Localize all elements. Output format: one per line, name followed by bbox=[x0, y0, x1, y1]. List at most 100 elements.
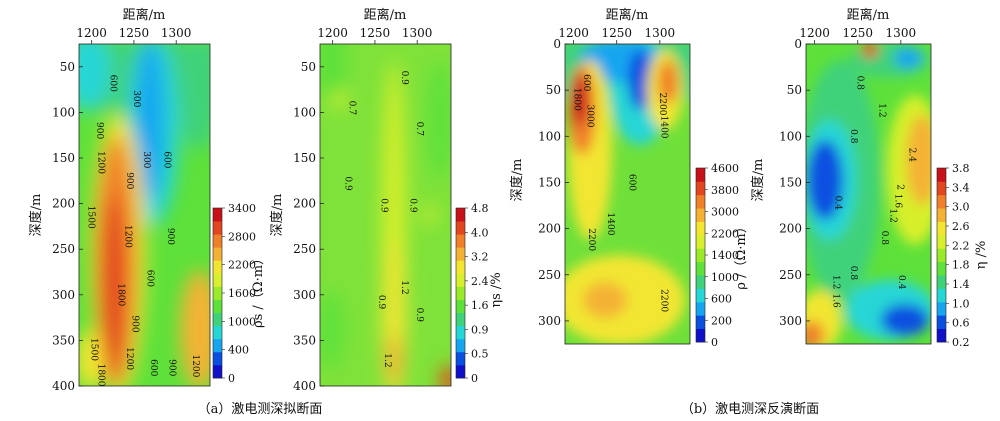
contour-label: 900 bbox=[129, 315, 139, 332]
contour-label: 1200 bbox=[190, 354, 200, 377]
colorbar-segment bbox=[456, 299, 465, 314]
contour-label: 600 bbox=[627, 174, 637, 191]
colorbar-tick-label: 1.0 bbox=[952, 297, 970, 310]
contour-labels: 0.81.20.82.421.61.20.40.80.80.41.21.6 bbox=[831, 76, 917, 308]
x-tick-label: 1250 bbox=[119, 26, 150, 40]
colorbar-tick-label: 0 bbox=[228, 372, 235, 385]
colorbar-tick-label: 2.2 bbox=[952, 239, 970, 252]
colorbar-segment bbox=[696, 248, 705, 263]
contour-label: 3000 bbox=[584, 105, 594, 128]
contour-label: 0.9 bbox=[342, 176, 352, 191]
y-axis-label: 深度/m bbox=[750, 159, 766, 202]
low-top-core bbox=[894, 48, 922, 68]
contour-label: 900 bbox=[124, 172, 134, 189]
contour-label: 0.8 bbox=[855, 76, 865, 91]
contour-label: 1200 bbox=[95, 151, 105, 174]
y-axis-label: 深度/m bbox=[269, 194, 285, 237]
colorbar-label: ρ /（Ω·m） bbox=[734, 220, 749, 289]
colorbar-tick-label: 2800 bbox=[228, 230, 256, 243]
frame bbox=[564, 43, 691, 345]
high-lower-right bbox=[180, 270, 210, 386]
contour-label: 900 bbox=[94, 122, 104, 139]
contour-label: 1.2 bbox=[831, 275, 841, 289]
x-axis-label: 距离/m bbox=[123, 7, 166, 23]
contour-label: 2200 bbox=[586, 228, 596, 251]
panel-a-eta: 0.90.70.70.90.9 0.91.20.90.91.2 1200 1250 1… bbox=[269, 7, 504, 393]
colorbar-tick-label: 3.4 bbox=[952, 181, 970, 194]
colorbar-segment bbox=[213, 286, 222, 300]
colorbar-tick-label: 0 bbox=[711, 336, 718, 349]
colorbar-segment bbox=[213, 364, 222, 379]
colorbar-tick-label: 4600 bbox=[711, 162, 739, 175]
heatmap-b-rho bbox=[565, 44, 690, 344]
high-belt-core bbox=[386, 336, 402, 384]
colorbar-segment bbox=[213, 247, 222, 261]
colorbar-tick-label: 0.2 bbox=[952, 336, 970, 349]
colorbar: 0 0.5 0.9 1.6 2.4 3.2 4.0 4.8 bbox=[455, 202, 489, 385]
colorbar-tick-label: 3800 bbox=[711, 184, 739, 197]
colorbar-segment bbox=[456, 338, 465, 353]
colorbar-segment bbox=[213, 338, 222, 353]
contour-label: 600 bbox=[107, 75, 117, 92]
colorbar-segment bbox=[696, 221, 705, 236]
spot-1 bbox=[332, 92, 348, 108]
colorbar-segment bbox=[696, 234, 705, 249]
colorbar-segment bbox=[696, 328, 705, 343]
colorbar-segment bbox=[696, 168, 705, 182]
y-tick-label: 200 bbox=[779, 222, 802, 236]
y-tick-label: 150 bbox=[293, 151, 316, 165]
colorbar-segment bbox=[456, 351, 465, 366]
y-tick-label: 200 bbox=[538, 222, 561, 236]
contour-label: 1400 bbox=[605, 213, 615, 236]
colorbar-segment bbox=[213, 273, 222, 287]
y-ticks: 50 100 150 200 250 300 350 400 bbox=[52, 60, 83, 393]
colorbar-segment bbox=[937, 221, 946, 236]
colorbar-tick-label: 1.6 bbox=[471, 299, 489, 312]
high-right-core bbox=[906, 115, 931, 205]
contour-label: 600 bbox=[161, 151, 171, 168]
x-tick-label: 1200 bbox=[558, 26, 589, 40]
colorbar-tick-label: 2200 bbox=[228, 259, 256, 272]
panel-b-eta: 0.81.20.82.421.61.20.40.80.80.41.21.6 12… bbox=[750, 7, 989, 349]
colorbar-segment bbox=[213, 260, 222, 274]
contour-label: 1800 bbox=[116, 283, 126, 306]
contour-label: 0.9 bbox=[376, 295, 386, 310]
x-tick-label: 1250 bbox=[842, 26, 873, 40]
x-ticks: 1200 1250 1300 bbox=[558, 26, 675, 44]
contour-label: 2200 bbox=[657, 93, 667, 116]
colorbar-segment bbox=[937, 194, 946, 209]
colorbar: 0.2 0.6 1.0 1.4 1.8 2.2 2.6 3.0 3.4 3.8 bbox=[936, 162, 970, 349]
heatmap-a-rho bbox=[79, 44, 210, 386]
colorbar-segment bbox=[456, 234, 465, 248]
low-left-core bbox=[807, 140, 843, 220]
y-tick-label: 0 bbox=[794, 37, 802, 51]
x-axis-label: 距离/m bbox=[364, 7, 407, 23]
colorbar-segment bbox=[213, 299, 222, 314]
contour-label: 2200 bbox=[659, 289, 669, 312]
colorbar-segment bbox=[456, 208, 465, 222]
y-tick-label: 150 bbox=[538, 175, 561, 189]
contour-label: 1.6 bbox=[831, 293, 841, 308]
x-tick-label: 1300 bbox=[402, 26, 433, 40]
contour-label: 600 bbox=[148, 359, 158, 376]
colorbar-segment bbox=[937, 181, 946, 196]
caption-b: （b）激电测深反演断面 bbox=[681, 401, 819, 417]
colorbar-segment bbox=[456, 260, 465, 274]
colorbar-segment bbox=[456, 312, 465, 327]
colorbar-segment bbox=[696, 301, 705, 316]
colorbar-segment bbox=[456, 325, 465, 340]
colorbar-segment bbox=[213, 351, 222, 366]
contour-label: 600 bbox=[144, 270, 154, 287]
colorbar-tick-label: 200 bbox=[711, 314, 732, 327]
y-tick-label: 250 bbox=[52, 242, 75, 256]
y-tick-label: 300 bbox=[779, 314, 802, 328]
high-left-core bbox=[572, 74, 588, 126]
contour-label: 1800 bbox=[571, 88, 581, 111]
x-tick-label: 1200 bbox=[76, 26, 107, 40]
y-tick-label: 100 bbox=[293, 105, 316, 119]
y-ticks: 50 100 150 200 250 300 350 400 bbox=[293, 60, 324, 393]
contour-label: 1400 bbox=[659, 116, 669, 139]
y-tick-label: 50 bbox=[787, 83, 802, 97]
colorbar-label: ηs /% bbox=[489, 272, 504, 307]
